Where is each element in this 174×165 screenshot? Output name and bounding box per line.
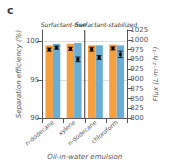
svg-text:950: 950 — [130, 55, 143, 63]
svg-text:c: c — [7, 4, 14, 17]
svg-text:825: 825 — [130, 104, 143, 112]
svg-text:Flux (L·m⁻²·h⁻¹): Flux (L·m⁻²·h⁻¹) — [152, 46, 160, 101]
svg-text:1025: 1025 — [130, 26, 148, 34]
svg-text:875: 875 — [130, 85, 143, 93]
svg-text:chloroform: chloroform — [90, 118, 119, 144]
svg-text:Oil-in-water emulsion: Oil-in-water emulsion — [47, 153, 122, 161]
svg-text:95: 95 — [30, 76, 39, 84]
svg-text:925: 925 — [130, 65, 143, 73]
svg-text:850: 850 — [130, 95, 143, 103]
svg-text:xylene: xylene — [56, 118, 77, 137]
svg-text:Separation efficiency (%): Separation efficiency (%) — [15, 30, 23, 119]
svg-text:975: 975 — [130, 46, 143, 54]
svg-text:90: 90 — [30, 114, 39, 122]
svg-text:Surfactant-free: Surfactant-free — [40, 20, 87, 28]
svg-text:n-dodecane: n-dodecane — [66, 118, 98, 147]
svg-text:800: 800 — [130, 114, 143, 122]
svg-text:1000: 1000 — [130, 36, 148, 44]
svg-text:100: 100 — [26, 37, 39, 45]
svg-text:900: 900 — [130, 75, 143, 83]
svg-text:Surfactant-stabilized: Surfactant-stabilized — [75, 21, 137, 28]
svg-text:n-dodecane: n-dodecane — [24, 118, 56, 146]
